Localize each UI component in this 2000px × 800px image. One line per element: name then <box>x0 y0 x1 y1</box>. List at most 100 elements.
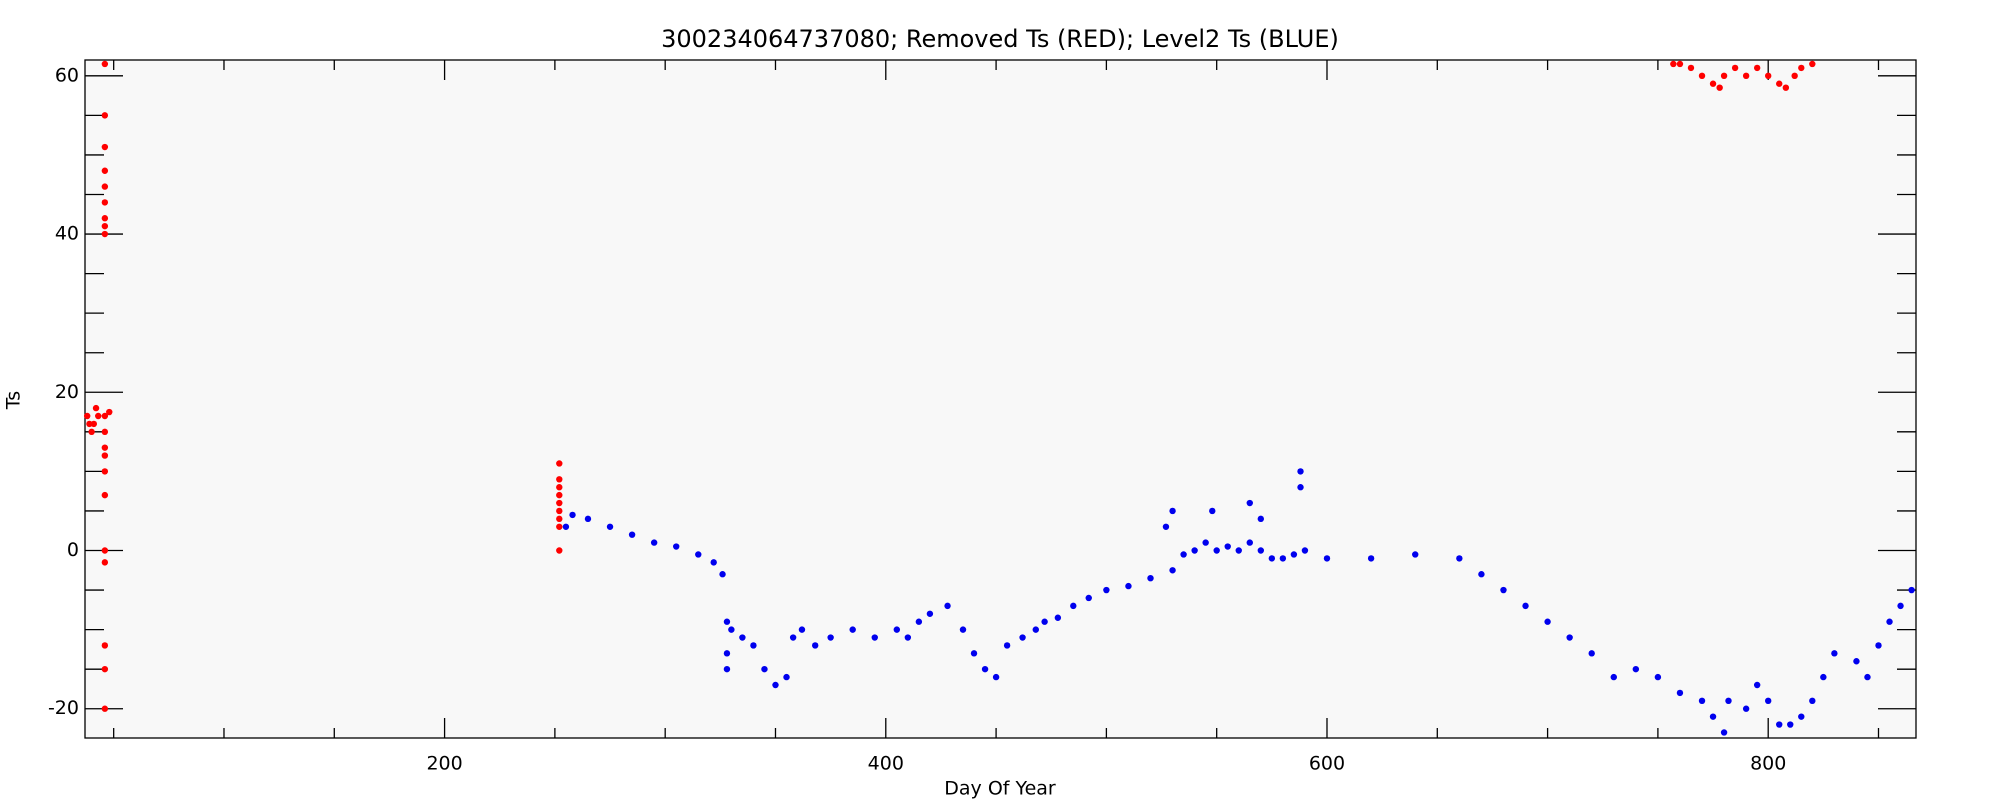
data-point <box>1725 697 1732 705</box>
data-point <box>1698 697 1706 705</box>
data-point <box>1753 681 1761 689</box>
data-point <box>970 650 978 657</box>
data-point <box>101 60 109 68</box>
data-point <box>606 523 614 530</box>
data-point <box>1610 673 1617 681</box>
data-point <box>1809 697 1816 705</box>
data-point <box>893 626 901 633</box>
data-point <box>1246 539 1253 546</box>
data-point <box>1257 515 1265 523</box>
y-tick-label: -20 <box>48 697 79 719</box>
data-point <box>1202 539 1209 546</box>
y-tick-label: 20 <box>55 381 79 403</box>
data-point <box>1654 673 1662 681</box>
data-point <box>1162 523 1170 530</box>
data-point <box>101 412 109 420</box>
data-point <box>1853 658 1860 665</box>
data-point <box>1003 642 1011 649</box>
data-point <box>1764 697 1772 705</box>
data-point <box>1676 60 1684 68</box>
x-tick-label: 200 <box>426 753 462 775</box>
data-point <box>628 531 636 538</box>
y-tick-label: 60 <box>55 64 79 86</box>
data-point <box>1670 60 1677 68</box>
data-point <box>849 626 856 633</box>
x-tick-label: 400 <box>868 753 904 775</box>
data-point <box>1323 555 1331 562</box>
data-point <box>1764 72 1772 80</box>
data-point <box>584 515 592 523</box>
data-point <box>1147 574 1154 582</box>
data-point <box>1297 468 1304 475</box>
data-point <box>101 112 109 119</box>
data-point <box>871 634 878 641</box>
data-point <box>1831 650 1838 657</box>
data-point <box>728 626 735 633</box>
data-point <box>981 665 989 673</box>
data-point <box>1301 547 1309 554</box>
data-point <box>944 602 951 610</box>
data-point <box>101 222 109 230</box>
data-point <box>556 484 563 491</box>
data-point <box>798 626 806 633</box>
data-point <box>739 634 746 641</box>
data-point <box>1776 80 1783 87</box>
data-point <box>1279 555 1287 562</box>
data-point <box>569 511 576 519</box>
x-tick-label: 600 <box>1309 753 1345 775</box>
data-point <box>1709 713 1717 720</box>
data-point <box>723 665 731 673</box>
data-point <box>1456 555 1463 562</box>
data-point <box>101 199 109 206</box>
data-point <box>1478 571 1485 578</box>
data-point <box>723 650 731 657</box>
data-point <box>1246 499 1253 507</box>
data-point <box>1125 582 1132 590</box>
data-point <box>556 507 563 515</box>
data-point <box>695 551 702 558</box>
data-point <box>1731 64 1739 72</box>
data-point <box>673 543 680 550</box>
data-point <box>1687 64 1695 72</box>
data-point <box>88 428 95 436</box>
data-point <box>1820 673 1827 681</box>
data-point <box>789 634 797 641</box>
data-point <box>101 444 109 451</box>
data-point <box>101 547 109 554</box>
data-point <box>1897 602 1904 610</box>
data-point <box>1103 586 1110 594</box>
data-point <box>1297 484 1304 491</box>
plot-area <box>84 59 1917 739</box>
data-point <box>86 420 93 428</box>
data-point <box>723 618 731 625</box>
data-point <box>827 634 834 641</box>
data-point <box>915 618 923 625</box>
data-point <box>1742 705 1750 712</box>
data-point <box>761 665 768 673</box>
data-point <box>101 452 109 459</box>
data-point <box>556 460 563 467</box>
data-point <box>1886 618 1893 625</box>
data-point <box>719 571 726 578</box>
chart-title: 300234064737080; Removed Ts (RED); Level… <box>661 25 1339 53</box>
data-point <box>1753 64 1761 72</box>
data-point <box>556 499 563 507</box>
data-point <box>1070 602 1077 610</box>
data-point <box>101 143 109 151</box>
data-point <box>1257 547 1265 554</box>
data-point <box>1716 84 1723 91</box>
data-point <box>1787 721 1794 728</box>
data-point <box>710 559 717 566</box>
data-point <box>783 673 790 681</box>
data-point <box>1032 626 1039 633</box>
y-tick-label: 40 <box>55 223 79 245</box>
data-point <box>1776 721 1783 728</box>
data-point <box>101 491 109 499</box>
data-point <box>101 230 109 238</box>
data-point <box>1522 602 1529 610</box>
data-point <box>106 408 113 416</box>
data-point <box>556 523 563 530</box>
data-point <box>750 642 757 649</box>
data-point <box>1798 713 1805 720</box>
